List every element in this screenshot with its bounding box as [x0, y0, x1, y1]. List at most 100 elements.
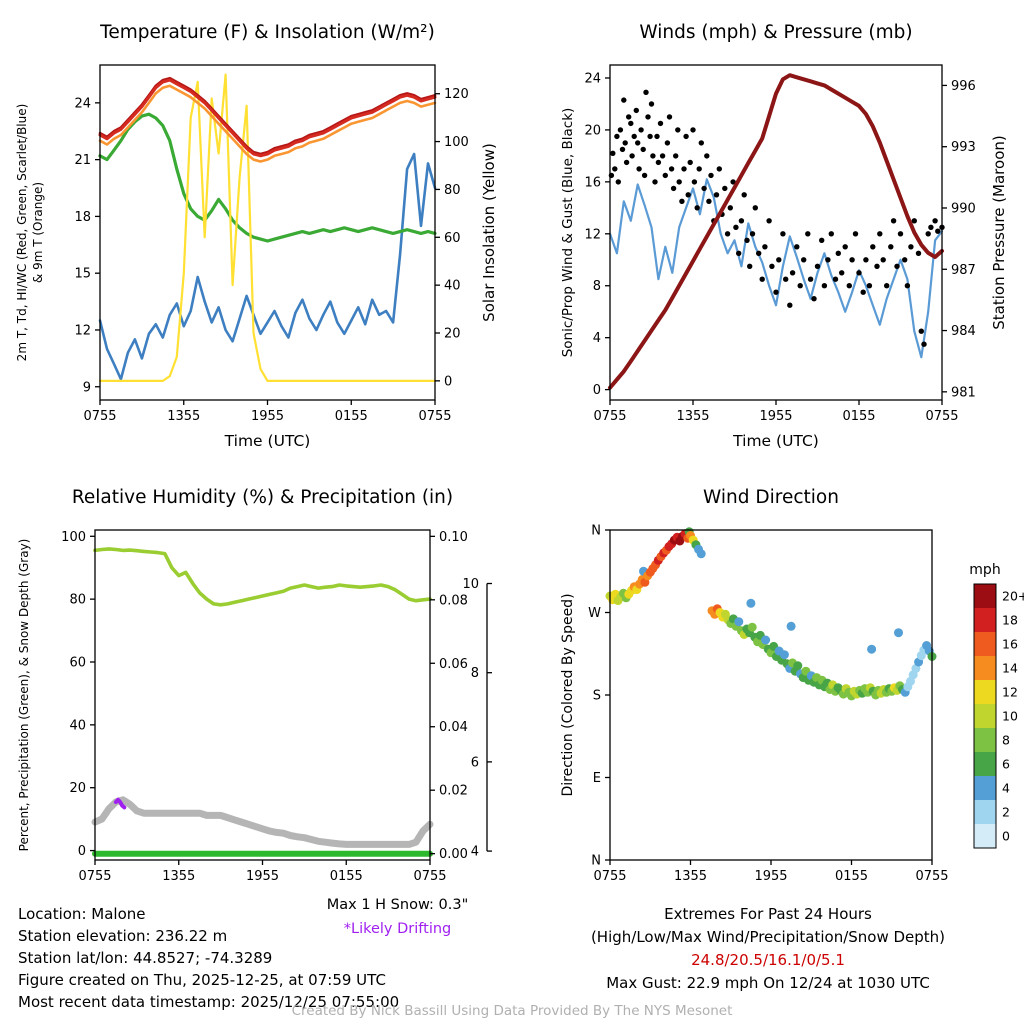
- point-gusts-black: [691, 179, 698, 185]
- station-location: Location: Malone: [18, 905, 146, 923]
- credit-footer: Created By Nick Bassill Using Data Provi…: [291, 1003, 733, 1019]
- colorbar-swatch-8: [974, 728, 996, 752]
- point-gusts-black: [741, 192, 747, 198]
- point-gusts-black: [935, 228, 941, 234]
- chart-text: 0155: [835, 869, 868, 884]
- point-gusts-black: [897, 231, 904, 237]
- point-gusts-black: [904, 283, 911, 289]
- chart-text: 0155: [842, 409, 875, 424]
- point-gusts-black: [852, 231, 859, 237]
- point-gusts-black: [655, 159, 662, 166]
- series-9m-temp-orange: [98, 84, 437, 163]
- point-gusts-black: [623, 159, 630, 166]
- chart-text: 0755: [925, 409, 958, 424]
- series-sonic-wind-blue: [608, 178, 944, 359]
- point-gusts-black: [835, 250, 841, 256]
- point-gusts-black: [666, 114, 673, 120]
- chart-text: Time (UTC): [732, 432, 819, 450]
- winds-pressure-title: Winds (mph) & Pressure (mb): [639, 22, 912, 43]
- point-gusts-black: [832, 276, 839, 282]
- point-gusts-black: [888, 244, 894, 250]
- point-gusts-black: [839, 270, 845, 276]
- chart-text: 120: [444, 87, 469, 102]
- chart-text: 0155: [335, 409, 368, 424]
- max-snow-note: Max 1 H Snow: 0.3": [326, 897, 469, 913]
- point-gusts-black: [640, 146, 646, 153]
- colorbar-swatch-16: [974, 632, 996, 656]
- point-gusts-black: [652, 179, 658, 185]
- point-gusts-black: [621, 97, 627, 103]
- colorbar-swatch-0: [974, 824, 996, 848]
- extremes-title: Extremes For Past 24 Hours: [664, 905, 872, 923]
- colorbar-swatch-14: [974, 656, 996, 680]
- chart-text: 0.08: [439, 593, 468, 608]
- point-direction-colored-by-speed: [746, 598, 756, 608]
- chart-text: 4: [593, 331, 601, 346]
- likely-drifting-note: *Likely Drifting: [343, 921, 452, 937]
- chart-text: 0.02: [439, 784, 468, 799]
- point-gusts-black: [727, 205, 733, 211]
- point-gusts-black: [894, 263, 900, 269]
- point-gusts-black: [870, 244, 876, 250]
- chart-text: 8: [593, 279, 601, 294]
- chart-text: 1355: [676, 409, 709, 424]
- point-gusts-black: [713, 192, 720, 198]
- axis-label: Station Pressure (Maroon): [990, 135, 1008, 329]
- axis-label: Direction (Colored By Speed): [560, 593, 576, 796]
- axis-label: Percent, Precipitation (Green), & Snow D…: [17, 539, 31, 852]
- point-gusts-black: [749, 231, 756, 237]
- chart-text: 20+: [1002, 589, 1024, 604]
- colorbar-title: mph: [969, 562, 1000, 578]
- chart-text: 0: [1002, 829, 1010, 844]
- series-pressure-maroon: [608, 73, 944, 390]
- figure-created: Figure created on Thu, 2025-12-25, at 07…: [18, 971, 386, 989]
- axis-label: & 9m T (Orange): [31, 182, 45, 283]
- chart-text: 16: [1002, 637, 1018, 652]
- point-gusts-black: [614, 133, 620, 140]
- chart-text: 0: [78, 844, 86, 859]
- point-gusts-black: [615, 179, 621, 185]
- point-gusts-black: [683, 133, 689, 140]
- point-gusts-black: [932, 218, 938, 224]
- point-gusts-black: [880, 257, 886, 263]
- point-gusts-black: [884, 283, 890, 289]
- point-gusts-black: [638, 127, 644, 133]
- chart-text: 16: [584, 175, 601, 190]
- point-gusts-black: [654, 133, 660, 140]
- winds-pressure-frame: [609, 64, 943, 401]
- point-gusts-black: [769, 263, 775, 269]
- point-gusts-black: [756, 250, 762, 256]
- chart-text: 9: [83, 380, 91, 395]
- point-gusts-black: [805, 231, 811, 237]
- point-gusts-black: [722, 185, 728, 192]
- data-timestamp: Most recent data timestamp: 2025/12/25 0…: [18, 993, 400, 1011]
- point-gusts-black: [787, 302, 793, 308]
- chart-text: 40: [444, 279, 461, 294]
- point-gusts-black: [628, 120, 634, 127]
- extremes-block: Extremes For Past 24 Hours (High/Low/Max…: [522, 903, 1014, 995]
- chart-text: 4: [1002, 781, 1010, 796]
- point-gusts-black: [925, 231, 931, 237]
- point-gusts-black: [670, 185, 677, 192]
- point-gusts-black: [690, 127, 696, 133]
- point-gusts-black: [915, 250, 922, 256]
- max-gust: Max Gust: 22.9 mph On 12/24 at 1030 UTC: [606, 974, 930, 992]
- station-elevation: Station elevation: 236.22 m: [18, 927, 228, 945]
- station-info: Location: Malone Station elevation: 236.…: [18, 903, 399, 1013]
- chart-text: 0.00: [439, 847, 468, 862]
- point-gusts-black: [744, 237, 750, 243]
- point-gusts-black: [716, 166, 722, 172]
- colorbar-swatch-10: [974, 704, 996, 728]
- wind-direction-title: Wind Direction: [703, 487, 839, 508]
- chart-text: 984: [951, 324, 976, 339]
- chart-text: 18: [1002, 613, 1018, 628]
- point-gusts-black: [918, 328, 924, 334]
- chart-text: 18: [74, 210, 91, 225]
- point-direction-colored-by-speed: [894, 628, 903, 638]
- axis-label: 2m T, Td, HI/WC (Red, Green, Scarlet/Blu…: [15, 104, 29, 362]
- chart-text: 14: [1002, 661, 1018, 676]
- chart-text: 1955: [759, 409, 792, 424]
- point-gusts-black: [866, 283, 873, 289]
